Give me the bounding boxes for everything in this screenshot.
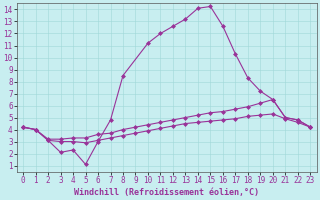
X-axis label: Windchill (Refroidissement éolien,°C): Windchill (Refroidissement éolien,°C) [74, 188, 259, 197]
